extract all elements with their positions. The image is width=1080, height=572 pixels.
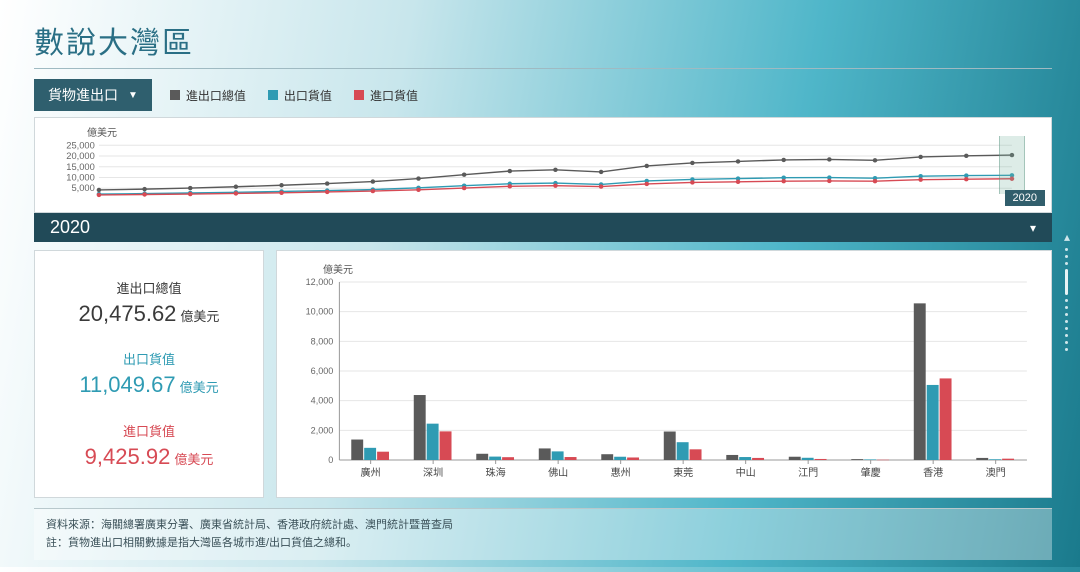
highlight-band [999, 136, 1025, 194]
svg-text:0: 0 [328, 455, 333, 465]
trend-line-panel: 億美元 5,00010,00015,00020,00025,000 2020 [34, 117, 1052, 213]
city-bar-panel: 億美元 0 2,000 4,000 6,000 8,000 10,000 12,000 廣州 深… [276, 250, 1052, 498]
selected-year: 2020 [50, 217, 90, 238]
footer-note: 註：貨物進出口相關數據是指大灣區各城市進/出口貨值之總和。 [46, 535, 1040, 553]
trend-line-chart[interactable]: 5,00010,00015,00020,00025,000 [45, 139, 1041, 203]
svg-text:15,000: 15,000 [66, 162, 95, 172]
svg-text:6,000: 6,000 [311, 366, 334, 376]
svg-text:佛山: 佛山 [548, 466, 568, 479]
stat-block: 出口貨值 11,049.67億美元 [43, 349, 255, 398]
stat-value: 20,475.62億美元 [43, 301, 255, 327]
svg-text:4,000: 4,000 [311, 396, 334, 406]
svg-text:澳門: 澳門 [986, 466, 1006, 479]
stat-value: 11,049.67億美元 [43, 372, 255, 398]
footer-notes: 資料來源：海關總署廣東分署、廣東省統計局、香港政府統計處、澳門統計暨普查局 註：… [34, 508, 1052, 560]
page-title: 數說大灣區 [34, 18, 1052, 62]
legend: 進出口總值 出口貨值 進口貨值 [170, 87, 418, 104]
svg-text:25,000: 25,000 [66, 140, 95, 150]
stat-label: 出口貨值 [43, 349, 255, 368]
footer-source: 資料來源：海關總署廣東分署、廣東省統計局、香港政府統計處、澳門統計暨普查局 [46, 517, 1040, 535]
svg-text:珠海: 珠海 [486, 466, 506, 479]
stat-block: 進出口總值 20,475.62億美元 [43, 278, 255, 327]
legend-item[interactable]: 出口貨值 [268, 87, 332, 104]
stat-label: 進口貨值 [43, 421, 255, 440]
year-strip: 2020 ▾ [34, 213, 1052, 242]
svg-text:2,000: 2,000 [311, 425, 334, 435]
filter-icon[interactable]: ▾ [1030, 221, 1036, 235]
legend-swatch [354, 90, 364, 100]
line-y-axis-label: 億美元 [87, 124, 1041, 139]
metric-dropdown[interactable]: 貨物進出口 ▼ [34, 79, 152, 111]
legend-label: 出口貨值 [284, 87, 332, 104]
chevron-down-icon: ▼ [128, 90, 138, 101]
svg-text:20,000: 20,000 [66, 151, 95, 161]
svg-text:廣州: 廣州 [361, 466, 381, 479]
stat-label: 進出口總值 [43, 278, 255, 297]
svg-text:香港: 香港 [923, 467, 943, 479]
svg-text:江門: 江門 [798, 467, 818, 479]
svg-text:中山: 中山 [736, 466, 756, 479]
controls-bar: 貨物進出口 ▼ 進出口總值 出口貨值 進口貨值 [34, 75, 1052, 117]
legend-swatch [170, 90, 180, 100]
stat-value: 9,425.92億美元 [43, 444, 255, 470]
svg-text:深圳: 深圳 [423, 467, 443, 479]
legend-item[interactable]: 進出口總值 [170, 87, 246, 104]
side-scroll-indicator[interactable]: ▴ [1064, 230, 1070, 351]
arrow-up-icon: ▴ [1064, 230, 1070, 244]
trend-year-tag: 2020 [1005, 190, 1045, 206]
svg-text:10,000: 10,000 [306, 307, 334, 317]
stats-panel: 進出口總值 20,475.62億美元出口貨值 11,049.67億美元進口貨值 … [34, 250, 264, 498]
bar-y-axis-label: 億美元 [323, 261, 1037, 276]
stat-block: 進口貨值 9,425.92億美元 [43, 421, 255, 470]
svg-text:東莞: 東莞 [673, 466, 693, 479]
svg-text:12,000: 12,000 [306, 277, 334, 287]
svg-text:10,000: 10,000 [66, 173, 95, 183]
dropdown-label: 貨物進出口 [48, 85, 118, 105]
title-divider [34, 68, 1052, 69]
legend-label: 進口貨值 [370, 87, 418, 104]
svg-text:5,000: 5,000 [71, 183, 94, 193]
legend-swatch [268, 90, 278, 100]
legend-item[interactable]: 進口貨值 [354, 87, 418, 104]
legend-label: 進出口總值 [186, 87, 246, 104]
svg-text:8,000: 8,000 [311, 336, 334, 346]
svg-text:肇慶: 肇慶 [861, 466, 881, 479]
city-bar-chart[interactable]: 0 2,000 4,000 6,000 8,000 10,000 12,000 廣州 深圳 珠海 佛… [291, 276, 1037, 486]
svg-text:惠州: 惠州 [611, 466, 631, 479]
